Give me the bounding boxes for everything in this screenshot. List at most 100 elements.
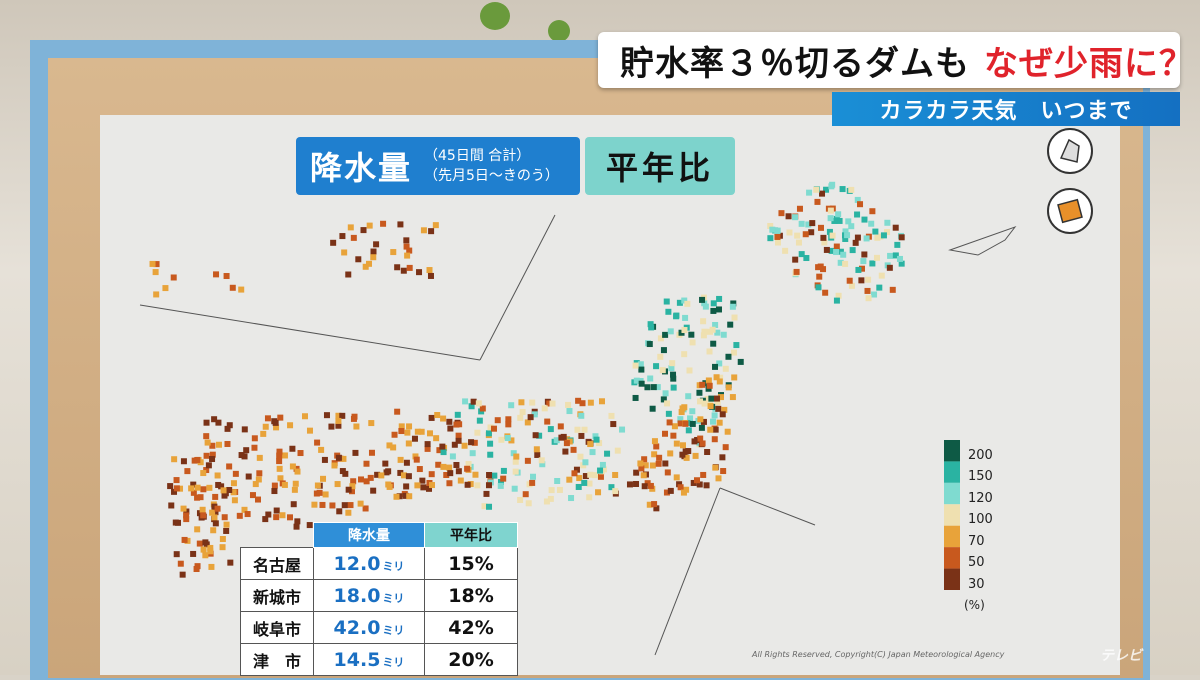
- station-dot: [405, 473, 412, 480]
- station-dot: [595, 489, 602, 496]
- station-dot: [446, 480, 453, 487]
- station-dot: [223, 273, 230, 280]
- legend-label: 30: [968, 576, 985, 592]
- station-dot: [848, 282, 855, 289]
- station-dot: [587, 471, 594, 478]
- station-dot: [702, 303, 709, 310]
- station-dot: [733, 342, 740, 349]
- station-dot: [434, 412, 441, 419]
- station-dot: [390, 444, 397, 451]
- station-dot: [188, 485, 195, 492]
- station-dot: [831, 217, 838, 224]
- station-dot: [522, 491, 529, 498]
- station-dot: [653, 505, 660, 512]
- station-dot: [323, 412, 330, 419]
- japan-precipitation-map: [139, 181, 1017, 656]
- station-dot: [403, 483, 410, 490]
- station-dot: [200, 486, 207, 493]
- station-dot: [880, 232, 887, 239]
- table-header-ratio: 平年比: [424, 522, 518, 548]
- station-dot: [649, 405, 656, 412]
- station-dot: [203, 419, 210, 426]
- map-title-main: 降水量: [310, 149, 413, 187]
- station-dot: [604, 450, 611, 457]
- station-dot: [795, 239, 802, 246]
- station-dot: [580, 462, 587, 469]
- station-dot: [256, 454, 263, 461]
- station-dot: [173, 551, 180, 558]
- station-dot: [619, 426, 626, 433]
- station-dot: [646, 501, 653, 508]
- station-dot: [717, 374, 724, 381]
- station-dot: [665, 410, 672, 417]
- station-dot: [716, 295, 723, 302]
- station-dot: [335, 422, 342, 429]
- station-dot: [544, 418, 551, 425]
- station-dot: [597, 473, 604, 480]
- station-dot: [654, 384, 661, 391]
- station-dot: [644, 480, 651, 487]
- station-dot: [665, 308, 672, 315]
- station-dot: [803, 255, 810, 262]
- station-dot: [637, 460, 644, 467]
- map-3d-icon[interactable]: [1047, 128, 1093, 174]
- station-dot: [662, 331, 669, 338]
- station-dot: [833, 243, 840, 250]
- station-dot: [582, 473, 589, 480]
- station-dot: [292, 480, 299, 487]
- station-dot: [696, 481, 703, 488]
- station-dot: [863, 235, 870, 242]
- station-dot: [565, 401, 572, 408]
- station-dot: [730, 349, 737, 356]
- tv-logo: テレビ: [1100, 648, 1142, 664]
- city-name: 津 市: [240, 643, 314, 676]
- station-dot: [419, 477, 426, 484]
- station-dot: [443, 472, 450, 479]
- station-dot: [517, 414, 524, 421]
- station-dot: [685, 393, 692, 400]
- station-dot: [229, 284, 236, 291]
- station-dot: [664, 469, 671, 476]
- station-dot: [716, 378, 723, 385]
- station-dot: [281, 452, 288, 459]
- station-dot: [889, 286, 896, 293]
- station-dot: [558, 434, 565, 441]
- station-dot: [244, 511, 251, 518]
- station-dot: [205, 462, 212, 469]
- station-dot: [215, 481, 222, 488]
- station-dot: [194, 484, 201, 491]
- station-dot: [633, 469, 640, 476]
- copyright-notice: All Rights Reserved, Copyright(C) Japan …: [752, 650, 1005, 659]
- station-dot: [786, 229, 793, 236]
- station-dot: [848, 223, 855, 230]
- station-dot: [209, 509, 216, 516]
- station-dot: [715, 306, 722, 313]
- station-dot: [705, 377, 712, 384]
- station-dot: [276, 465, 283, 472]
- station-dot: [835, 292, 842, 299]
- station-dot: [529, 399, 536, 406]
- map-flat-icon[interactable]: [1047, 188, 1093, 234]
- station-dot: [678, 409, 685, 416]
- station-dot: [426, 267, 433, 274]
- station-dot: [722, 365, 729, 372]
- station-dot: [689, 408, 696, 415]
- station-dot: [277, 414, 284, 421]
- station-dot: [311, 501, 318, 508]
- station-dot: [805, 221, 812, 228]
- station-dot: [581, 479, 588, 486]
- station-dot: [420, 484, 427, 491]
- station-dot: [446, 418, 453, 425]
- amount-unit: ミリ: [382, 591, 405, 605]
- map-title-box: 降水量 （45日間 合計） （先月5日～きのう）: [296, 137, 580, 195]
- station-dot: [642, 462, 649, 469]
- station-dot: [638, 465, 645, 472]
- station-dot: [194, 456, 201, 463]
- station-dot: [701, 400, 708, 407]
- station-dot: [719, 454, 726, 461]
- station-dot: [518, 399, 525, 406]
- station-dot: [849, 247, 856, 254]
- station-dot: [358, 476, 365, 483]
- station-dot: [226, 486, 233, 493]
- station-dot: [385, 481, 392, 488]
